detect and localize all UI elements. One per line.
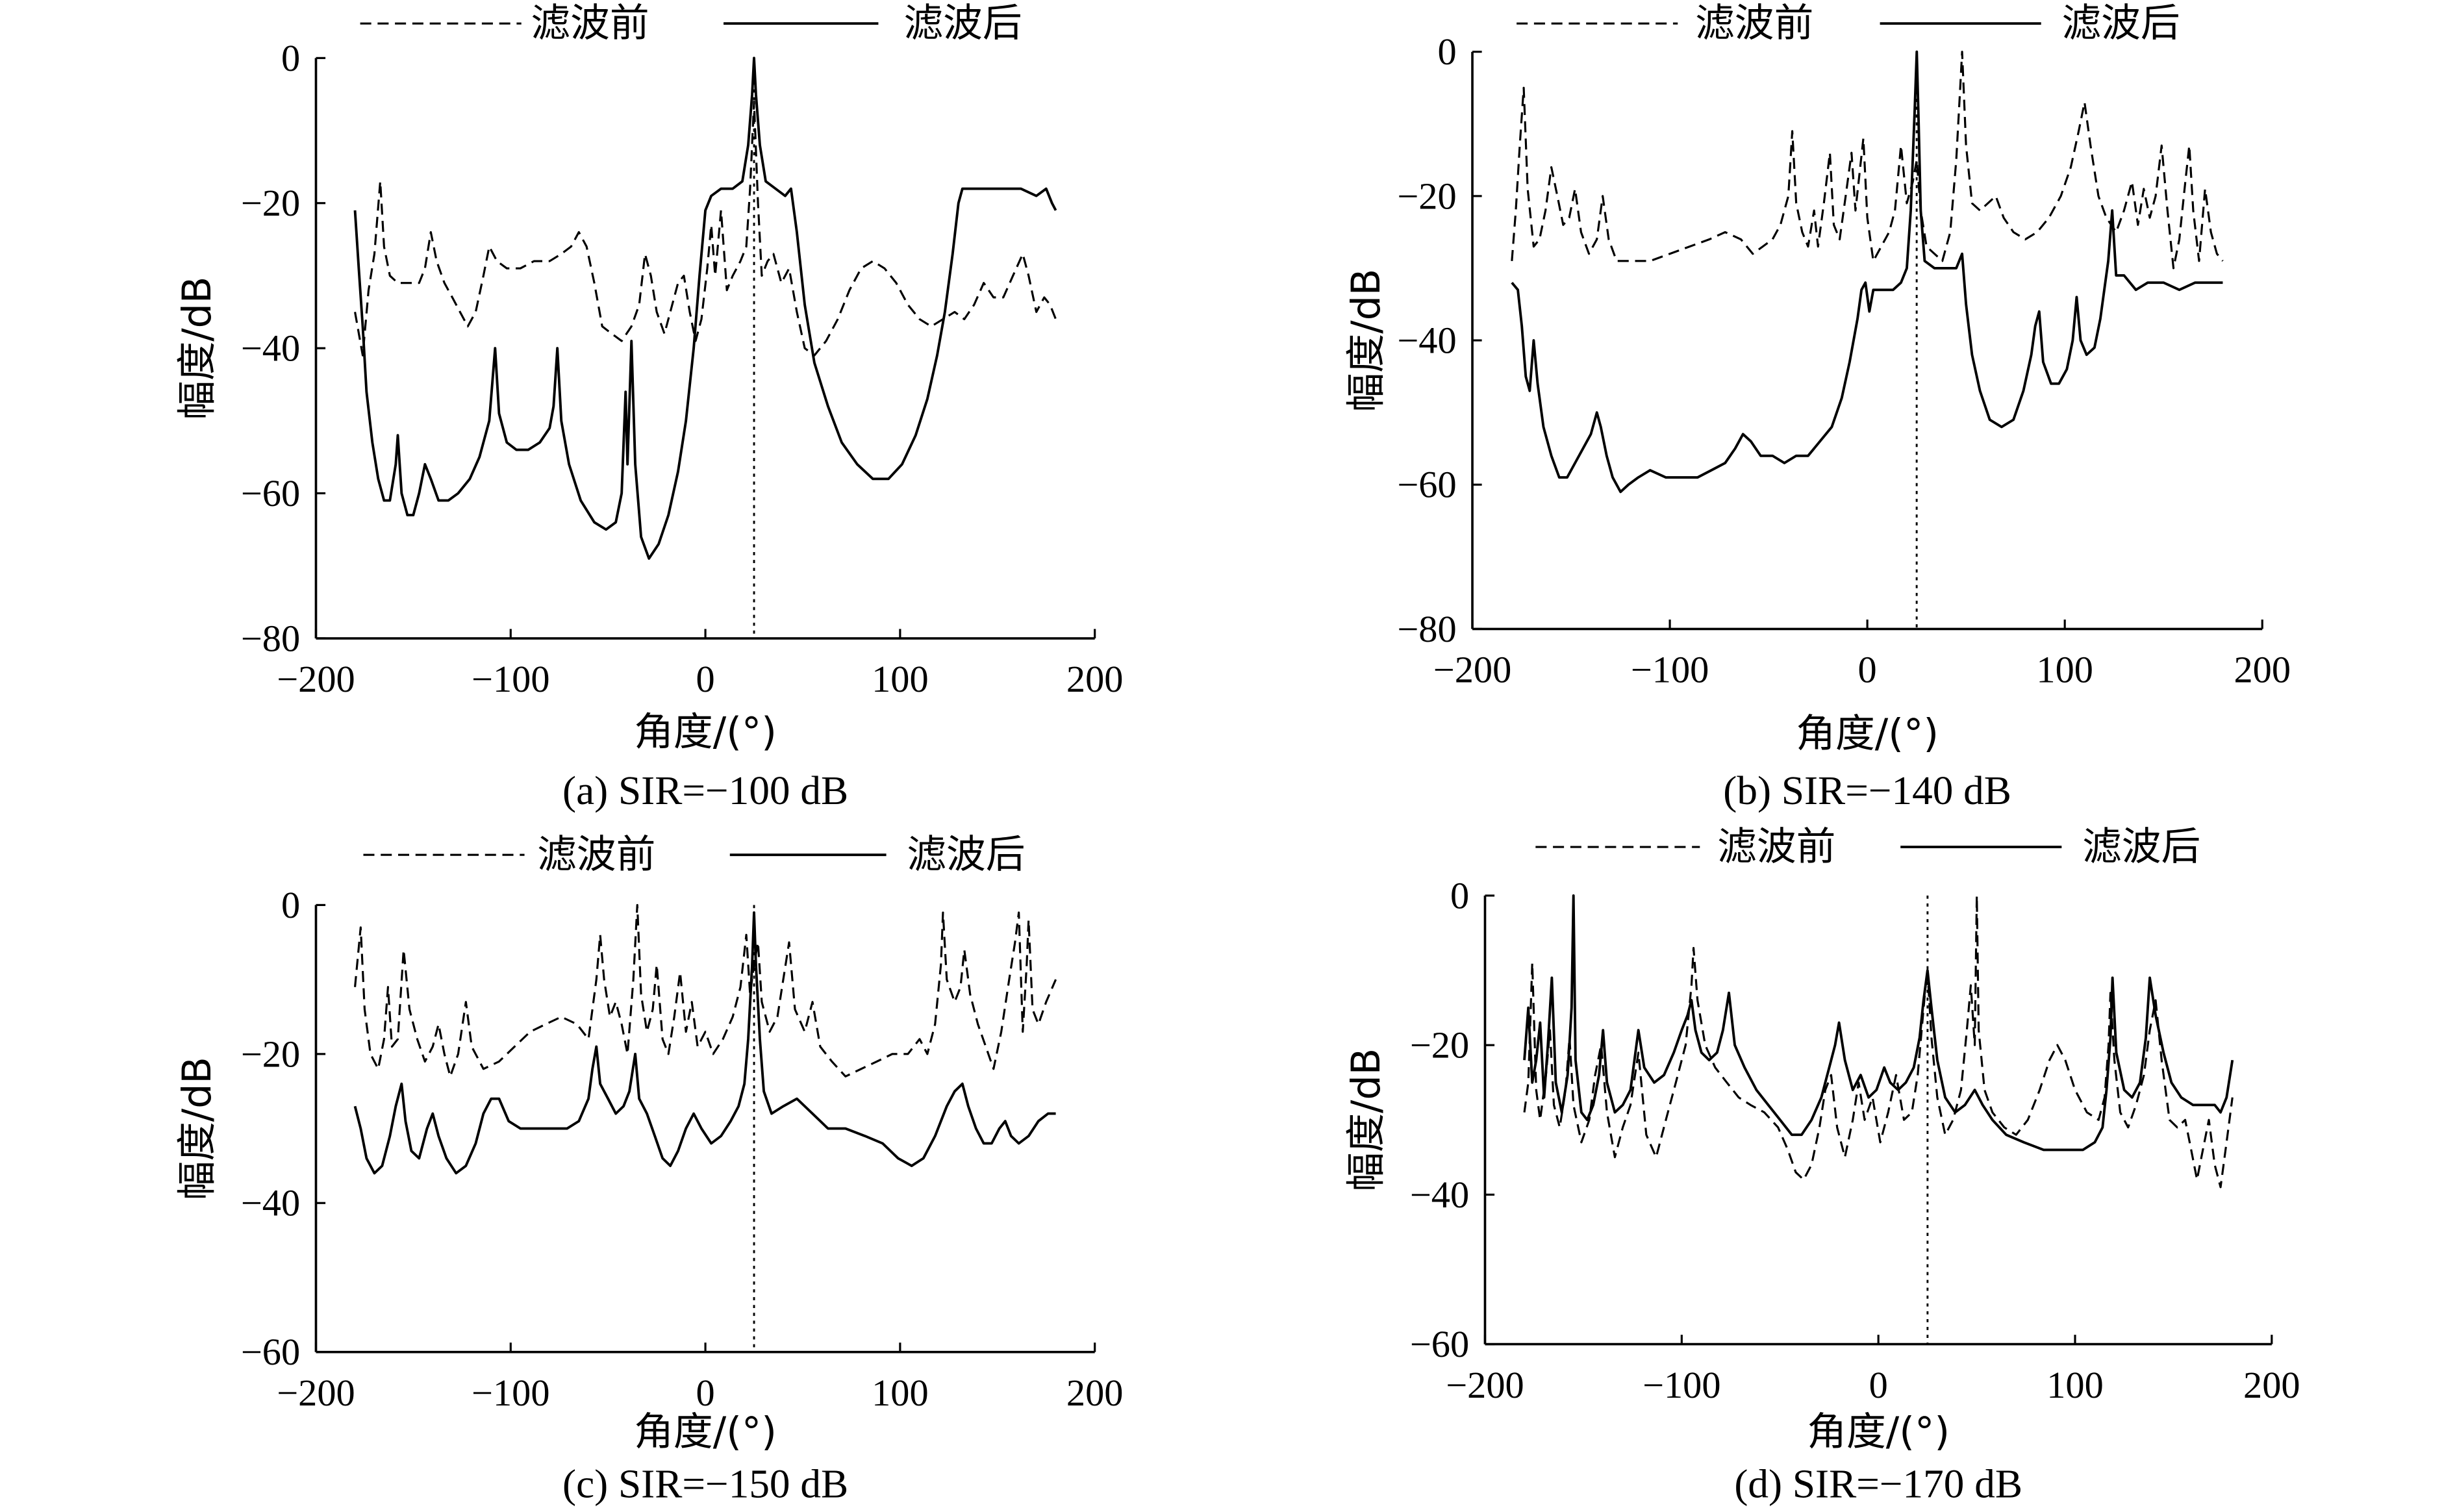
- x-tick-label: 0: [696, 1372, 714, 1414]
- series-line-before-filter: [1511, 51, 2224, 270]
- y-tick-label: 0: [281, 884, 300, 926]
- x-tick-label: 200: [2234, 649, 2291, 691]
- y-tick-label: −20: [1410, 1024, 1469, 1066]
- y-tick-label: 0: [1450, 875, 1469, 917]
- y-tick-label: −80: [241, 617, 300, 659]
- subplot-caption: (d) SIR=−170 dB: [1734, 1461, 2022, 1507]
- x-tick-label: −200: [277, 1372, 355, 1414]
- y-tick-label: 0: [281, 37, 300, 79]
- x-tick-label: 100: [872, 658, 929, 700]
- series-line-after-filter: [353, 911, 1056, 1175]
- x-tick-label: −200: [277, 658, 355, 700]
- y-tick-label: −80: [1397, 608, 1456, 650]
- x-tick-label: 100: [872, 1372, 929, 1414]
- x-axis-label: 角度/(°): [634, 1409, 777, 1455]
- x-tick-label: 0: [1869, 1364, 1888, 1406]
- subplot-caption: (a) SIR=−100 dB: [562, 768, 848, 813]
- y-tick-label: −60: [1410, 1323, 1469, 1365]
- y-tick-label: −40: [241, 1182, 300, 1224]
- y-tick-label: −40: [241, 327, 300, 370]
- subplot-caption: (b) SIR=−140 dB: [1723, 768, 2011, 813]
- x-axis-label: 角度/(°): [1796, 711, 1939, 757]
- legend: 滤波前 滤波后: [1517, 1, 2180, 46]
- x-tick-label: −200: [1446, 1364, 1524, 1406]
- y-axis-label: 幅度/dB: [175, 277, 220, 420]
- x-tick-label: −200: [1433, 649, 1511, 691]
- series-line-before-filter: [353, 903, 1057, 1077]
- series-line-before-filter: [1523, 894, 2234, 1189]
- y-axis-label: 幅度/dB: [175, 1057, 220, 1200]
- legend: 滤波前 滤波后: [360, 1, 1022, 46]
- x-tick-label: 0: [696, 658, 714, 700]
- legend-label-before-filter: 滤波前: [1717, 824, 1835, 870]
- legend: 滤波前 滤波后: [1535, 824, 2200, 870]
- subplot-caption: (c) SIR=−150 dB: [562, 1461, 848, 1507]
- x-axis-label: 角度/(°): [634, 710, 777, 755]
- x-tick-label: −100: [1631, 649, 1709, 691]
- x-tick-label: 0: [1858, 649, 1877, 691]
- legend-label-after-filter: 滤波后: [2061, 1, 2180, 46]
- legend-label-before-filter: 滤波前: [1695, 1, 1813, 46]
- legend-label-after-filter: 滤波后: [2082, 824, 2200, 870]
- x-tick-label: 100: [2036, 649, 2093, 691]
- series-line-after-filter: [1511, 50, 2223, 494]
- series-line-after-filter: [353, 57, 1057, 560]
- y-tick-label: −60: [241, 472, 300, 514]
- series-line-after-filter: [1523, 894, 2234, 1152]
- x-tick-label: 200: [1066, 658, 1124, 700]
- y-tick-label: 0: [1438, 31, 1457, 73]
- y-tick-label: −40: [1410, 1174, 1469, 1216]
- legend-label-before-filter: 滤波前: [531, 1, 649, 46]
- y-tick-label: −20: [1397, 175, 1456, 217]
- y-tick-label: −20: [241, 182, 300, 224]
- legend: 滤波前 滤波后: [363, 832, 1026, 877]
- y-tick-label: −20: [241, 1033, 300, 1075]
- x-tick-label: 200: [2243, 1364, 2300, 1406]
- y-axis-label: 幅度/dB: [1344, 1048, 1389, 1192]
- y-tick-label: −40: [1397, 320, 1456, 362]
- legend-label-after-filter: 滤波后: [903, 1, 1022, 46]
- legend-label-before-filter: 滤波前: [537, 832, 655, 877]
- x-tick-label: 200: [1066, 1372, 1124, 1414]
- x-tick-label: −100: [472, 658, 549, 700]
- y-tick-label: −60: [1397, 464, 1456, 506]
- x-tick-label: −100: [1643, 1364, 1720, 1406]
- series-line-before-filter: [354, 100, 1057, 357]
- x-tick-label: −100: [472, 1372, 549, 1414]
- y-axis-label: 幅度/dB: [1344, 269, 1389, 412]
- x-axis-label: 角度/(°): [1807, 1409, 1950, 1455]
- y-tick-label: −60: [241, 1331, 300, 1373]
- x-tick-label: 100: [2046, 1364, 2104, 1406]
- legend-label-after-filter: 滤波后: [907, 832, 1025, 877]
